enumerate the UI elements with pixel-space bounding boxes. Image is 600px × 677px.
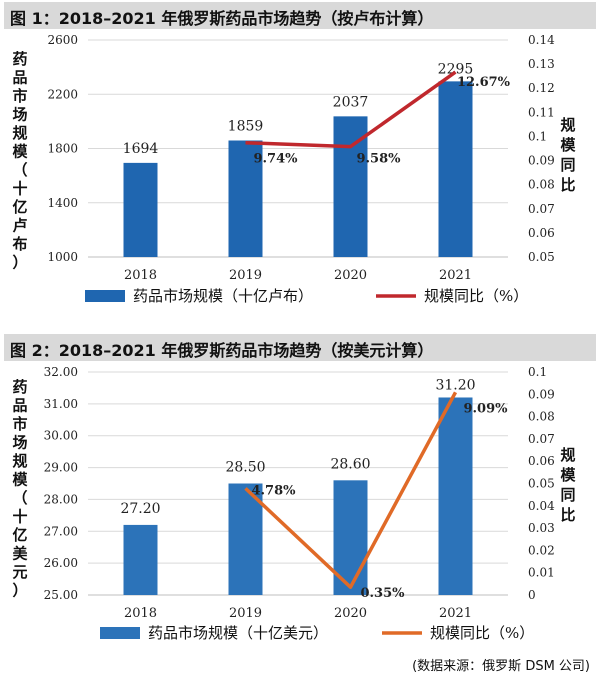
chart2-panel: 25.00 26.00 27.00 28.00 29.00 30.00 31.00 32.00…	[0, 362, 600, 652]
chart2-legend-bar-swatch	[100, 627, 140, 639]
chart1-y-tick-label: 2200	[47, 87, 78, 101]
chart2-x-tick-label: 2018	[124, 606, 157, 621]
chart2-line-label: 0.35%	[360, 586, 405, 601]
chart1-y-tick-label: 2600	[47, 33, 78, 47]
chart1-legend-bar-swatch	[85, 290, 125, 302]
chart1-x-tick-label: 2019	[229, 268, 262, 283]
chart2-bar	[438, 397, 473, 595]
source-note: (数据来源：俄罗斯 DSM 公司)	[412, 659, 590, 674]
chart1-bar-label: 1859	[228, 118, 264, 134]
chart2-y-tick-label: 28.00	[44, 492, 78, 506]
chart1-title-bar: 图 1：2018–2021 年俄罗斯药品市场趋势（按卢布计算）	[4, 2, 596, 29]
chart2-y-tick-label: 29.00	[44, 461, 78, 475]
chart2-line-series	[244, 391, 458, 589]
chart1-y2-tick-label: 0.12	[528, 81, 555, 95]
chart2-y2-tick-label: 0.01	[528, 566, 555, 580]
chart2-x-tick-label: 2019	[229, 606, 262, 621]
chart2-bar-label: 31.20	[435, 377, 475, 393]
chart2-y2-tick-label: 0.03	[528, 521, 555, 535]
chart2-y2-tick-label: 0.1	[528, 365, 547, 379]
chart2-y2-tick-label: 0.09	[528, 387, 555, 401]
chart2-y2-tick-label: 0.06	[528, 454, 555, 468]
chart2-y-tick-label: 32.00	[44, 365, 78, 379]
chart1-line-label: 9.74%	[253, 152, 298, 167]
chart1-y2-tick-label: 0.13	[528, 57, 555, 71]
chart1-y-axis-title: 药品市场规模（十亿卢布）	[12, 50, 28, 272]
chart1-line-series	[245, 70, 457, 149]
chart1-line-label: 9.58%	[356, 152, 401, 167]
chart2-line-label: 9.09%	[463, 401, 508, 416]
chart1-y-tick-label: 1000	[47, 250, 78, 264]
chart1-bar-label: 2037	[333, 94, 369, 110]
chart2-x-tick-label: 2021	[439, 606, 472, 621]
chart2-y2-tick-label: 0.07	[528, 432, 555, 446]
chart1-y-tick-label: 1400	[47, 196, 78, 210]
chart1-y2-tick-label: 0.06	[528, 226, 555, 240]
chart2-title: 图 2：2018–2021 年俄罗斯药品市场趋势（按美元计算）	[10, 341, 434, 360]
chart1-bar	[228, 140, 263, 257]
chart1-y2-axis-title: 规模同比	[560, 116, 576, 194]
chart2-y2-axis-title: 规模同比	[560, 446, 576, 524]
chart2-y2-tick-label: 0	[528, 588, 536, 602]
chart1-y2-tick-label: 0.09	[528, 154, 555, 168]
chart1-y2-tick-label: 0.11	[528, 105, 555, 119]
chart1-panel: 1000 1400 1800 2200 2600 0.05 0.06 0.07 0.08 0.09…	[0, 30, 600, 320]
chart2-bar-label: 28.60	[330, 456, 370, 472]
chart2-bar	[123, 524, 158, 595]
chart1-legend-line-label: 规模同比（%）	[424, 287, 528, 305]
chart1-bar	[438, 81, 473, 257]
chart1-y2-tick-label: 0.07	[528, 202, 555, 216]
chart1-y2-tick-label: 0.1	[528, 129, 547, 143]
chart1-title: 图 1：2018–2021 年俄罗斯药品市场趋势（按卢布计算）	[10, 9, 434, 28]
chart1-legend-bar-label: 药品市场规模（十亿卢布）	[133, 287, 313, 305]
chart1-y2-tick-label: 0.14	[528, 33, 555, 47]
chart1-x-tick-label: 2020	[334, 268, 367, 283]
chart2-y-tick-label: 25.00	[44, 588, 78, 602]
chart2-svg: 25.00 26.00 27.00 28.00 29.00 30.00 31.00 32.00…	[12, 365, 576, 642]
chart1-y2-tick-label: 0.08	[528, 178, 555, 192]
chart2-bar-label: 28.50	[225, 460, 265, 476]
chart2-bar-label: 27.20	[120, 501, 160, 517]
chart2-bar	[228, 483, 263, 595]
chart2-y2-tick-label: 0.05	[528, 477, 555, 491]
chart1-bar-label: 1694	[123, 141, 159, 157]
chart1-x-tick-label: 2018	[124, 268, 157, 283]
chart2-x-tick-label: 2020	[334, 606, 367, 621]
chart1-bar	[123, 162, 158, 257]
chart1-svg: 1000 1400 1800 2200 2600 0.05 0.06 0.07 0.08 0.09…	[12, 33, 576, 305]
chart2-line-label: 4.78%	[251, 483, 296, 498]
chart2-y2-tick-label: 0.02	[528, 543, 555, 557]
chart1-bar-label: 2295	[438, 61, 474, 77]
chart2-legend-bar-label: 药品市场规模（十亿美元）	[148, 624, 328, 642]
chart2-y-axis-title: 药品市场规模（十亿美元）	[12, 378, 28, 600]
chart2-legend-line-label: 规模同比（%）	[430, 624, 534, 642]
chart2-y2-tick-label: 0.08	[528, 410, 555, 424]
chart1-y-tick-label: 1800	[47, 142, 78, 156]
chart2-y-tick-label: 30.00	[44, 429, 78, 443]
chart2-title-bar: 图 2：2018–2021 年俄罗斯药品市场趋势（按美元计算）	[4, 334, 596, 361]
chart1-line-label: 12.67%	[457, 75, 511, 90]
chart1-y2-tick-label: 0.05	[528, 250, 555, 264]
chart1-x-tick-label: 2021	[439, 268, 472, 283]
chart2-y-tick-label: 26.00	[44, 556, 78, 570]
chart2-y2-tick-label: 0.04	[528, 499, 555, 513]
chart2-y-tick-label: 27.00	[44, 524, 78, 538]
chart2-y-tick-label: 31.00	[44, 397, 78, 411]
